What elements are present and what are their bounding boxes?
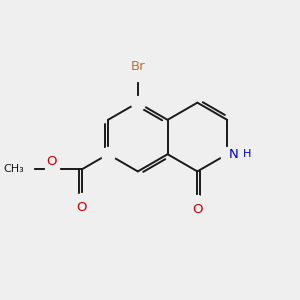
Text: O: O — [76, 201, 87, 214]
Text: H: H — [243, 149, 252, 159]
Text: O: O — [46, 155, 57, 168]
Text: N: N — [229, 148, 238, 161]
Text: CH₃: CH₃ — [4, 164, 24, 174]
Text: Br: Br — [130, 60, 145, 73]
Text: O: O — [192, 203, 202, 216]
